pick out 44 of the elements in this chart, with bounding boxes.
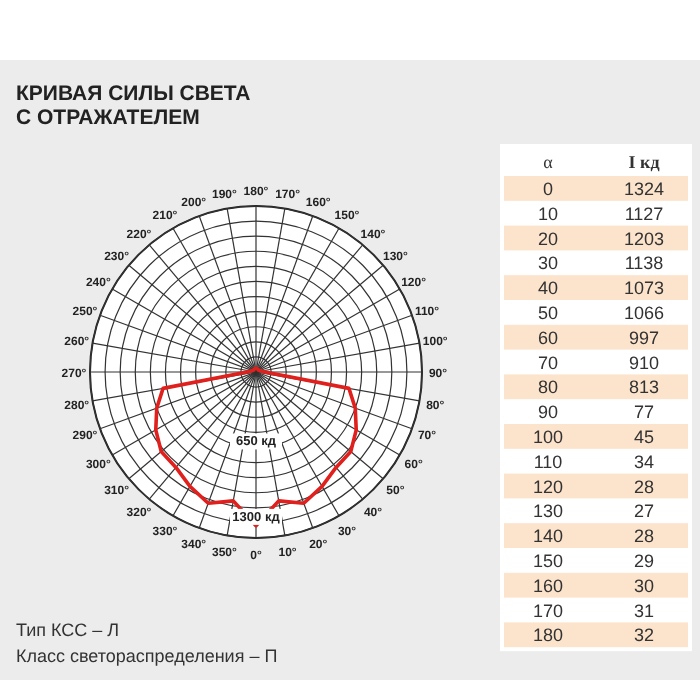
text: 130 bbox=[532, 501, 564, 522]
text: 170 bbox=[532, 600, 564, 621]
text: 90 bbox=[537, 402, 559, 423]
text: 1073 bbox=[623, 278, 665, 299]
text: 110 bbox=[533, 451, 563, 472]
text: 34 bbox=[633, 451, 655, 472]
text: 27 bbox=[633, 501, 655, 522]
text: 31 bbox=[633, 600, 655, 621]
text: 10 bbox=[537, 203, 559, 224]
text: 30 bbox=[537, 253, 559, 274]
text: 813 bbox=[628, 377, 660, 398]
chart-subtitle: С ОТРАЖАТЕЛЕМ bbox=[16, 106, 201, 130]
text: I кд bbox=[628, 152, 661, 172]
text: 120 bbox=[532, 476, 564, 497]
text: 1203 bbox=[623, 228, 665, 249]
text: 29 bbox=[633, 551, 655, 571]
text: 50 bbox=[537, 303, 559, 323]
text: 60 bbox=[537, 327, 559, 348]
text: 80 bbox=[537, 377, 559, 398]
text: 0 bbox=[542, 179, 554, 199]
text: 1138 bbox=[624, 253, 664, 274]
text: 1127 bbox=[624, 203, 664, 224]
text: 28 bbox=[633, 476, 655, 497]
text: Класс светораспределения – П bbox=[16, 646, 278, 666]
text: 997 bbox=[628, 327, 660, 348]
text: 30 bbox=[633, 575, 655, 596]
text: Тип КСС – Л bbox=[16, 620, 120, 640]
text: 70 bbox=[537, 352, 559, 373]
text: 45 bbox=[633, 427, 655, 447]
text: 40 bbox=[537, 278, 559, 299]
text: 180 bbox=[532, 625, 564, 646]
text: 1324 bbox=[623, 179, 665, 199]
text: 77 bbox=[633, 402, 655, 423]
text: 32 bbox=[633, 625, 655, 646]
text: 100 bbox=[532, 427, 564, 447]
text: 910 bbox=[628, 352, 660, 373]
text: α bbox=[543, 152, 554, 172]
text: 1066 bbox=[623, 303, 665, 323]
chart-title: КРИВАЯ СИЛЫ СВЕТА bbox=[16, 82, 252, 106]
text: 160 bbox=[532, 575, 564, 596]
text: 140 bbox=[532, 526, 564, 547]
text: 20 bbox=[537, 228, 559, 249]
text: 150 bbox=[532, 551, 564, 571]
text: 28 bbox=[633, 526, 655, 547]
